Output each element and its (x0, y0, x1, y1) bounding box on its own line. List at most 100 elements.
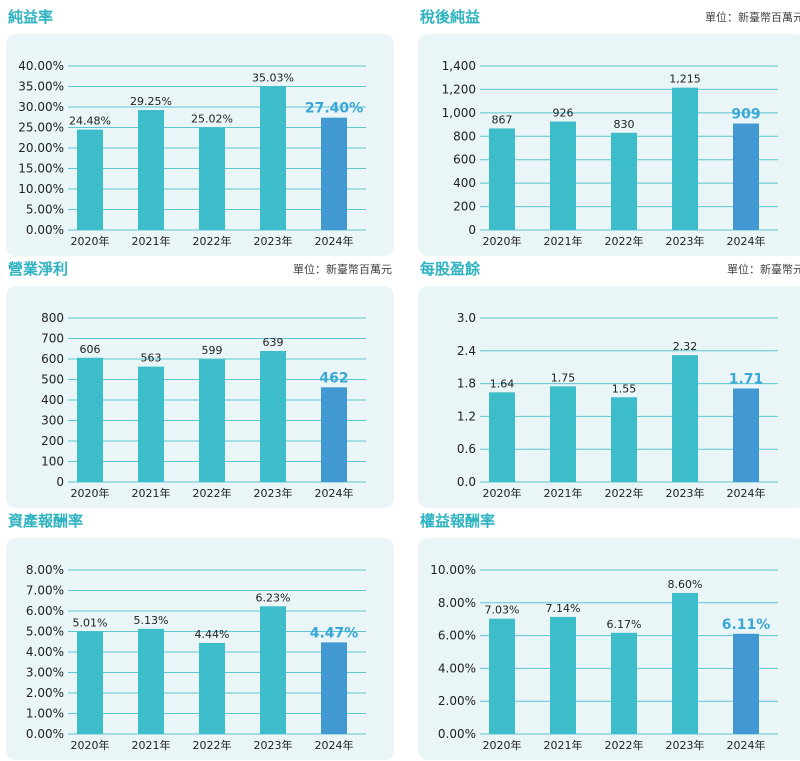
bar (550, 616, 576, 734)
data-label: 6.23% (256, 591, 291, 604)
bar (138, 366, 164, 482)
y-tick-label: 20.00% (18, 141, 64, 155)
x-tick-label: 2020年 (71, 738, 110, 752)
y-tick-label: 2.4 (457, 344, 476, 358)
x-tick-label: 2020年 (483, 486, 522, 500)
y-tick-label: 1.2 (457, 409, 476, 423)
bar-chart-roe: 0.00% 2.00% 4.00% 6.00% 8.00% 10.00% 7.03% 2020… (430, 563, 778, 752)
panel-roa: 資產報酬率 0.00% 1.00% 2.00% 3.00% 4.00% 5.00% 6.00… (6, 510, 394, 760)
bar-chart-eps: 0.0 0.6 1.2 1.8 2.4 3.0 1.64 2020年 1.75 2021年 1.55… (457, 311, 778, 500)
y-tick-label: 800 (41, 311, 64, 325)
bar (733, 123, 759, 230)
x-tick-label: 2020年 (71, 234, 110, 248)
bar (77, 129, 103, 230)
y-tick-label: 10.00% (430, 563, 476, 577)
bar (321, 387, 347, 482)
data-label: 1.55 (612, 382, 637, 395)
x-tick-label: 2023年 (666, 486, 705, 500)
x-tick-label: 2020年 (483, 738, 522, 752)
x-tick-label: 2023年 (254, 738, 293, 752)
data-label: 6.17% (607, 618, 642, 631)
bar (199, 359, 225, 482)
y-tick-label: 2.00% (26, 686, 64, 700)
data-label: 1.64 (490, 377, 515, 390)
x-tick-label: 2024年 (727, 738, 766, 752)
y-tick-label: 5.00% (26, 625, 64, 639)
data-label: 24.48% (69, 115, 111, 128)
bar (672, 592, 698, 734)
y-tick-label: 7.00% (26, 584, 64, 598)
bar (138, 110, 164, 230)
y-tick-label: 1.00% (26, 707, 64, 721)
x-tick-label: 2023年 (666, 234, 705, 248)
y-tick-label: 35.00% (18, 80, 64, 94)
y-tick-label: 1,200 (442, 82, 476, 96)
bar (77, 357, 103, 482)
bar-chart-roa: 0.00% 1.00% 2.00% 3.00% 4.00% 5.00% 6.00% 7.00%… (26, 563, 366, 752)
x-tick-label: 2024年 (315, 234, 354, 248)
y-tick-label: 700 (41, 332, 64, 346)
bar (138, 628, 164, 734)
chart-title: 權益報酬率 (420, 512, 496, 530)
data-label: 8.60% (668, 578, 703, 591)
data-label: 599 (202, 344, 223, 357)
panel-net-income: 稅後純益 單位：新臺幣百萬元 0 200 400 600 800 1,000 1,200 1,… (418, 6, 800, 256)
y-tick-label: 0.0 (457, 475, 476, 489)
x-tick-label: 2024年 (727, 234, 766, 248)
bar (733, 388, 759, 482)
data-label: 926 (553, 107, 574, 120)
data-label: 7.03% (485, 604, 520, 617)
bar (611, 397, 637, 482)
y-tick-label: 10.00% (18, 182, 64, 196)
y-tick-label: 600 (41, 352, 64, 366)
data-label: 25.02% (191, 112, 233, 125)
y-tick-label: 3.0 (457, 311, 476, 325)
chart-title: 每股盈餘 (420, 260, 481, 278)
bar (260, 606, 286, 734)
x-tick-label: 2021年 (132, 738, 171, 752)
x-tick-label: 2022年 (605, 738, 644, 752)
unit-label: 單位：新臺幣元 (727, 263, 800, 276)
y-tick-label: 40.00% (18, 59, 64, 73)
data-label: 27.40% (305, 101, 363, 117)
y-tick-label: 15.00% (18, 162, 64, 176)
y-tick-label: 0 (468, 223, 476, 237)
data-label: 563 (141, 352, 162, 365)
x-tick-label: 2021年 (132, 234, 171, 248)
x-tick-label: 2022年 (193, 486, 232, 500)
x-tick-label: 2024年 (727, 486, 766, 500)
bar (489, 392, 515, 482)
bar-chart-operating-income: 0 100 200 300 400 500 600 700 800 606 2020年 563 2021… (41, 311, 366, 500)
x-tick-label: 2021年 (132, 486, 171, 500)
chart-title: 稅後純益 (420, 8, 481, 26)
data-label: 867 (492, 113, 513, 126)
panel-eps: 每股盈餘 單位：新臺幣元 0.0 0.6 1.2 1.8 2.4 3.0 1.64 2020年… (418, 258, 800, 508)
y-tick-label: 0.00% (26, 223, 64, 237)
x-tick-label: 2022年 (605, 486, 644, 500)
y-tick-label: 1.8 (457, 377, 476, 391)
y-tick-label: 500 (41, 373, 64, 387)
x-tick-label: 2023年 (666, 738, 705, 752)
x-tick-label: 2021年 (544, 486, 583, 500)
x-tick-label: 2023年 (254, 234, 293, 248)
y-tick-label: 0 (56, 475, 64, 489)
y-tick-label: 6.00% (26, 604, 64, 618)
bar (550, 121, 576, 230)
y-tick-label: 200 (453, 200, 476, 214)
data-label: 2.32 (673, 340, 698, 353)
unit-label: 單位：新臺幣百萬元 (293, 263, 392, 276)
x-tick-label: 2020年 (483, 234, 522, 248)
bar (321, 117, 347, 230)
y-tick-label: 400 (41, 393, 64, 407)
data-label: 1.75 (551, 371, 576, 384)
x-tick-label: 2021年 (544, 738, 583, 752)
bar (260, 86, 286, 230)
y-tick-label: 2.00% (438, 694, 476, 708)
y-tick-label: 25.00% (18, 121, 64, 135)
bar (489, 128, 515, 230)
chart-title: 資產報酬率 (8, 512, 84, 530)
y-tick-label: 0.00% (438, 727, 476, 741)
bar (199, 642, 225, 734)
data-label: 909 (731, 107, 760, 123)
y-tick-label: 400 (453, 176, 476, 190)
